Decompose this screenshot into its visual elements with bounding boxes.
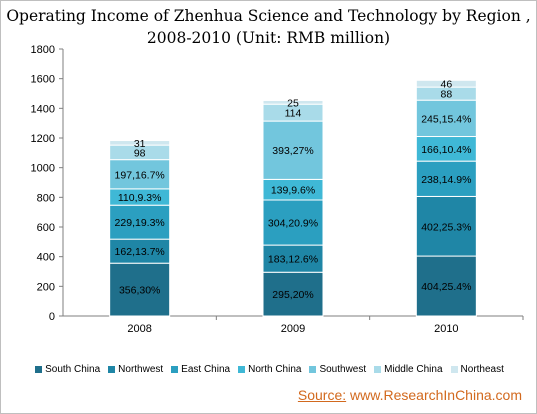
bar-segment <box>262 271 324 317</box>
data-label: 46 <box>440 79 452 91</box>
legend-item: East China <box>171 364 230 375</box>
legend-label: Northeast <box>460 363 504 375</box>
y-tick-label: 0 <box>49 311 55 323</box>
data-label: 110,9.3% <box>118 192 162 204</box>
y-tick-label: 400 <box>37 252 55 264</box>
bar-segment <box>415 136 477 162</box>
data-label: 88 <box>440 89 452 101</box>
data-label: 404,25.4% <box>421 281 471 293</box>
legend-item: Middle China <box>374 363 443 375</box>
chart-title: Operating Income of Zhenhua Science and … <box>1 5 536 49</box>
chart-legend: South China Northwest East China North Chin… <box>7 361 532 377</box>
legend-swatch <box>108 365 116 373</box>
legend-label: North China <box>248 363 302 375</box>
legend-label: Northwest <box>118 363 164 375</box>
data-label: 229,19.3% <box>115 217 165 229</box>
data-label: 25 <box>287 97 299 109</box>
legend-label: Middle China <box>384 363 443 375</box>
legend-swatch <box>171 365 179 373</box>
chart-title-line1: Operating Income of Zhenhua Science and … <box>6 7 531 25</box>
bar-segment <box>415 79 477 88</box>
data-label: 98 <box>134 147 146 159</box>
y-tick-label: 200 <box>37 281 55 293</box>
data-label: 295,20% <box>272 289 313 301</box>
x-tick-label: 2010 <box>434 323 458 335</box>
y-tick-label: 1800 <box>31 44 55 56</box>
data-label: 245,15.4% <box>421 113 471 125</box>
legend-swatch <box>238 365 246 373</box>
bar-segment <box>262 99 324 105</box>
legend-swatch <box>450 365 458 373</box>
legend-swatch <box>374 365 382 373</box>
y-tick-label: 1600 <box>31 74 55 86</box>
bar-segment <box>109 140 171 146</box>
legend-label: South China <box>45 363 101 375</box>
legend-item: Northwest <box>108 364 163 375</box>
data-label: 238,14.9% <box>421 174 471 186</box>
source-text: www.ResearchInChina.com <box>350 387 522 403</box>
data-label: 304,20.9% <box>268 218 318 230</box>
bar-segment <box>262 120 324 180</box>
y-tick-label: 1400 <box>31 103 55 115</box>
data-label: 139,9.6% <box>271 185 315 197</box>
source-credit: Source: www.ResearchInChina.com <box>298 387 522 403</box>
y-tick-label: 1200 <box>31 133 55 145</box>
bar-segment <box>262 244 324 273</box>
data-label: 166,10.4% <box>421 144 471 156</box>
legend-label: East China <box>181 363 231 375</box>
y-tick-label: 1000 <box>31 163 55 175</box>
data-label: 31 <box>134 138 146 150</box>
data-label: 162,13.7% <box>115 246 165 258</box>
legend-swatch <box>35 365 43 373</box>
chart-title-line2: 2008-2010 (Unit: RMB million) <box>146 29 391 47</box>
legend-item: Southwest <box>309 364 366 375</box>
data-label: 114 <box>285 108 302 120</box>
x-tick-label: 2009 <box>281 323 305 335</box>
y-tick-label: 600 <box>37 222 55 234</box>
legend-item: Northeast <box>450 363 504 375</box>
data-label: 183,12.6% <box>268 254 318 266</box>
bar-segment <box>262 199 324 246</box>
data-label: 402,25.3% <box>421 221 471 233</box>
data-label: 197,16.7% <box>115 169 165 181</box>
legend-swatch <box>309 365 317 373</box>
legend-label: Southwest <box>319 363 367 375</box>
source-label: Source: <box>297 387 347 403</box>
legend-item: North China <box>238 364 301 375</box>
y-tick-label: 800 <box>37 192 55 204</box>
x-tick-label: 2008 <box>127 323 151 335</box>
data-label: 356,30% <box>119 285 160 297</box>
data-label: 393,27% <box>272 145 313 157</box>
bar-segment <box>415 160 477 197</box>
bar-segment <box>109 159 171 190</box>
bar-segment <box>415 99 477 138</box>
legend-item: South China <box>35 364 100 375</box>
